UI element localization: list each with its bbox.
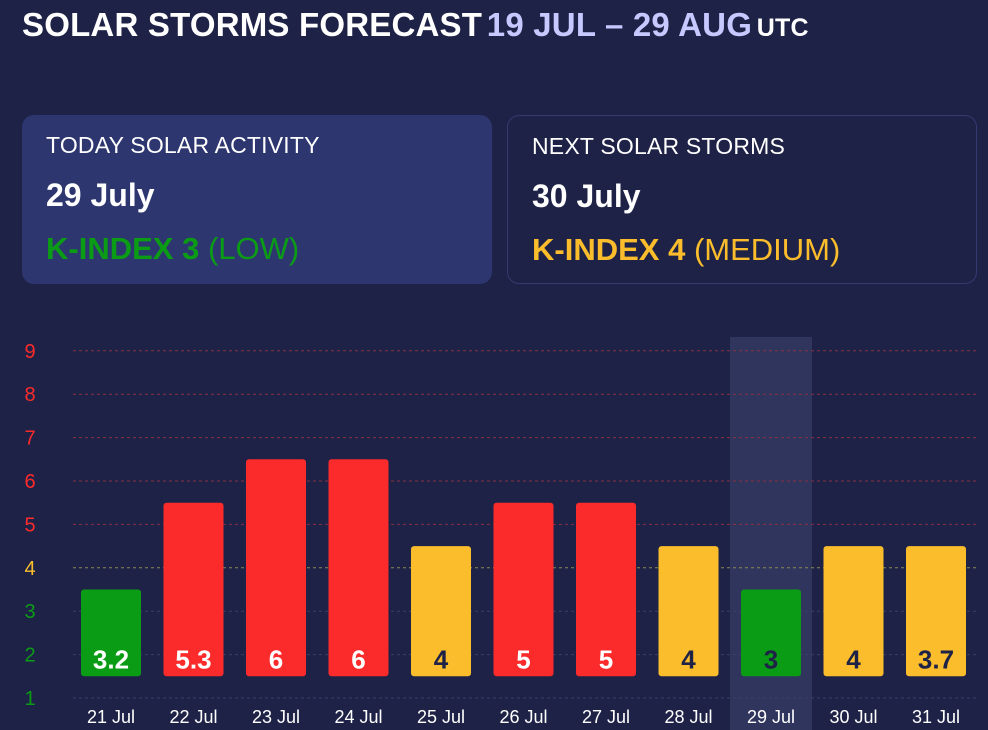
x-tick-label: 29 Jul (747, 707, 795, 727)
next-kindex: K-INDEX 4 (MEDIUM) (532, 232, 952, 268)
bar (81, 589, 141, 677)
title-main: SOLAR STORMS FORECAST (22, 6, 483, 43)
next-storms-card: NEXT SOLAR STORMS 30 July K-INDEX 4 (MED… (507, 115, 977, 284)
today-kindex-level: (LOW) (207, 231, 300, 266)
today-card-label: TODAY SOLAR ACTIVITY (46, 132, 320, 158)
bar (163, 502, 224, 677)
y-tick-label: 6 (24, 471, 35, 493)
y-tick-label: 2 (24, 645, 35, 667)
bar-value-label: 5 (599, 644, 613, 674)
today-activity-card: TODAY SOLAR ACTIVITY 29 July K-INDEX 3 (… (22, 115, 492, 284)
x-tick-label: 27 Jul (582, 707, 630, 727)
y-tick-label: 5 (24, 514, 35, 536)
kindex-bar-chart: 1 2 3 4 5 6 7 8 9 3.2 21 Jul 5.3 22 Jul 6 23 Jul 6 24 Ju… (24, 337, 978, 730)
bar (246, 459, 306, 677)
bar-value-label: 3.7 (918, 644, 954, 674)
x-tick-label: 25 Jul (417, 707, 465, 727)
today-card-date: 29 July (46, 177, 155, 213)
x-tick-label: 30 Jul (829, 707, 877, 727)
x-tick-label: 23 Jul (252, 707, 300, 727)
today-kindex-value: K-INDEX 3 (46, 231, 200, 266)
next-kindex-level: (MEDIUM) (693, 232, 841, 267)
bar-value-label: 4 (681, 644, 696, 674)
bar-value-label: 3.2 (93, 644, 129, 674)
bar (576, 502, 636, 677)
title-timezone: UTC (756, 14, 809, 42)
bar-value-label: 6 (351, 644, 365, 674)
x-tick-label: 26 Jul (499, 707, 547, 727)
bar (823, 546, 884, 677)
bar-value-label: 4 (434, 644, 449, 674)
bar (741, 589, 801, 677)
title-date-range: 19 JUL – 29 AUG (486, 6, 753, 43)
bar-value-label: 5 (516, 644, 530, 674)
page-title: SOLAR STORMS FORECAST 19 JUL – 29 AUG UT… (22, 6, 809, 44)
bar (411, 546, 471, 677)
today-kindex: K-INDEX 3 (LOW) (46, 231, 468, 267)
y-tick-label: 4 (24, 558, 35, 580)
y-tick-label: 1 (24, 688, 35, 710)
bar (328, 459, 389, 677)
y-tick-label: 3 (24, 601, 35, 623)
next-card-date: 30 July (532, 178, 641, 214)
y-tick-label: 7 (24, 428, 35, 450)
bar (658, 546, 719, 677)
bar-value-label: 5.3 (175, 644, 211, 674)
y-tick-label: 8 (24, 384, 35, 406)
bar-value-label: 6 (269, 644, 283, 674)
x-tick-label: 21 Jul (87, 707, 135, 727)
bar (493, 502, 554, 677)
x-tick-label: 31 Jul (912, 707, 960, 727)
x-tick-label: 22 Jul (169, 707, 217, 727)
y-tick-label: 9 (24, 341, 35, 363)
bar-value-label: 3 (764, 644, 778, 674)
x-tick-label: 24 Jul (334, 707, 382, 727)
next-card-label: NEXT SOLAR STORMS (532, 133, 786, 159)
next-kindex-value: K-INDEX 4 (532, 232, 686, 267)
bar (906, 546, 966, 677)
x-tick-label: 28 Jul (664, 707, 712, 727)
bar-value-label: 4 (846, 644, 861, 674)
